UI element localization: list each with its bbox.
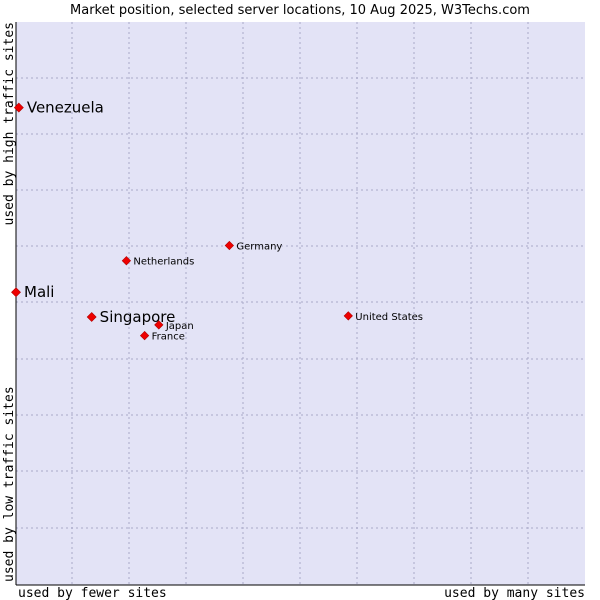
point-label-venezuela: Venezuela [27,99,104,117]
y-axis-label-bottom: used by low traffic sites [2,386,17,582]
point-label-singapore: Singapore [100,308,176,326]
point-marker-netherlands [121,256,132,266]
data-point-netherlands: Netherlands [121,256,194,268]
point-marker-singapore [86,312,97,322]
point-marker-japan [154,320,164,330]
data-point-mali: Mali [11,283,54,301]
data-point-france: France [139,330,185,343]
data-points: Venezuela Mali Singapore Germany Netherlands… [11,99,423,343]
data-point-germany: Germany [224,240,282,253]
grid [16,22,585,585]
point-label-france: France [152,332,185,343]
point-marker-germany [224,240,234,251]
point-marker-mali [11,287,21,298]
chart-title: Market position, selected server locatio… [70,3,530,18]
point-marker-united-states [343,311,353,321]
data-point-singapore: Singapore [86,308,176,326]
point-marker-france [139,330,150,341]
x-axis-label-right: used by many sites [444,586,585,600]
y-axis-label-top: used by high traffic sites [2,22,17,226]
x-axis-label-left: used by fewer sites [18,586,167,600]
point-label-netherlands: Netherlands [133,257,194,268]
point-label-japan: Japan [165,321,194,332]
point-label-germany: Germany [236,242,282,253]
point-label-united-states: United States [355,312,423,323]
data-point-united-states: United States [343,311,423,323]
data-point-japan: Japan [154,320,194,332]
point-marker-venezuela [13,102,24,113]
point-label-mali: Mali [24,283,54,301]
data-point-venezuela: Venezuela [13,99,104,117]
